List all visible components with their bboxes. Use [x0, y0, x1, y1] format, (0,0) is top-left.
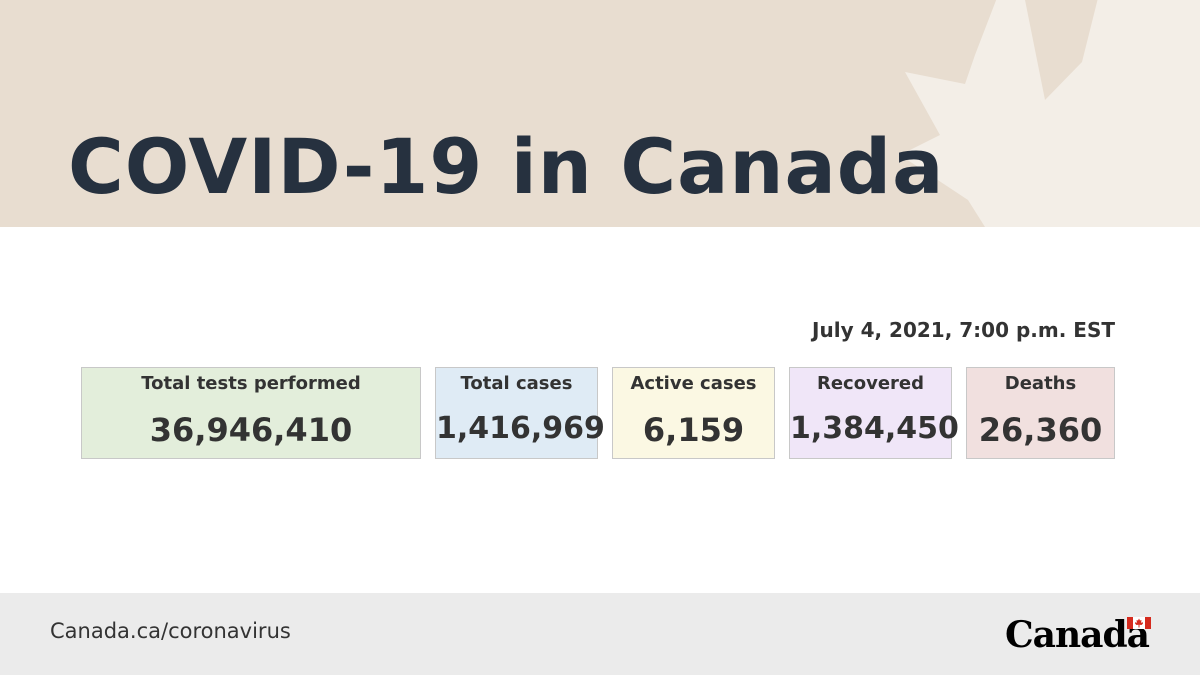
page-title: COVID-19 in Canada	[68, 122, 945, 211]
footer: Canada.ca/coronavirus Canada	[0, 593, 1200, 675]
stat-label: Deaths	[1004, 373, 1077, 394]
stat-value: 1,384,450	[790, 411, 959, 446]
header-banner: COVID-19 in Canada	[0, 0, 1200, 227]
stat-label: Recovered	[816, 373, 924, 394]
stat-value: 6,159	[642, 411, 745, 449]
stat-card-total-tests: Total tests performed 36,946,410	[81, 367, 421, 459]
stat-card-total-cases: Total cases 1,416,969	[435, 367, 605, 459]
stat-label: Total cases	[460, 373, 573, 394]
wordmark-text: Canada	[1005, 614, 1150, 656]
stat-value: 36,946,410	[149, 411, 353, 449]
canada-wordmark: Canada	[1005, 613, 1155, 657]
stat-card-active-cases: Active cases 6,159	[612, 367, 775, 459]
maple-leaf-icon	[900, 0, 1200, 227]
stat-value: 1,416,969	[436, 411, 605, 446]
timestamp: July 4, 2021, 7:00 p.m. EST	[812, 318, 1115, 342]
stat-value: 26,360	[978, 411, 1103, 449]
stat-label: Total tests performed	[141, 373, 361, 394]
canada-flag-icon	[1127, 617, 1151, 629]
stat-label: Active cases	[630, 373, 757, 394]
footer-link[interactable]: Canada.ca/coronavirus	[50, 619, 291, 643]
stat-card-recovered: Recovered 1,384,450	[789, 367, 959, 459]
stat-card-deaths: Deaths 26,360	[966, 367, 1115, 459]
